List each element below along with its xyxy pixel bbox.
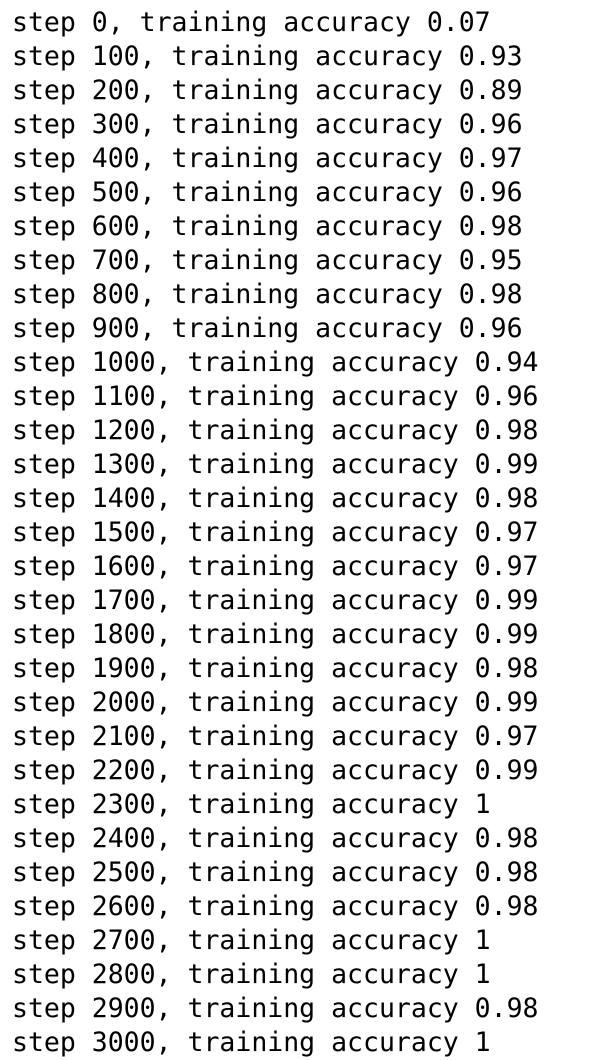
- log-line: step 0, training accuracy 0.07: [12, 7, 491, 38]
- log-line: step 600, training accuracy 0.98: [12, 211, 523, 242]
- log-line: step 1500, training accuracy 0.97: [12, 517, 539, 548]
- log-line: step 1700, training accuracy 0.99: [12, 585, 539, 616]
- log-line: step 2900, training accuracy 0.98: [12, 993, 539, 1024]
- log-line: step 2100, training accuracy 0.97: [12, 721, 539, 752]
- log-line: step 1400, training accuracy 0.98: [12, 483, 539, 514]
- log-line: step 2400, training accuracy 0.98: [12, 823, 539, 854]
- log-line: step 1200, training accuracy 0.98: [12, 415, 539, 446]
- log-line: step 500, training accuracy 0.96: [12, 177, 523, 208]
- log-line: step 1300, training accuracy 0.99: [12, 449, 539, 480]
- log-line: step 1600, training accuracy 0.97: [12, 551, 539, 582]
- log-line: step 2200, training accuracy 0.99: [12, 755, 539, 786]
- log-line: step 1900, training accuracy 0.98: [12, 653, 539, 684]
- log-line: step 2300, training accuracy 1: [12, 789, 491, 820]
- log-line: step 400, training accuracy 0.97: [12, 143, 523, 174]
- log-line: step 1100, training accuracy 0.96: [12, 381, 539, 412]
- log-line: step 800, training accuracy 0.98: [12, 279, 523, 310]
- log-line: step 1000, training accuracy 0.94: [12, 347, 539, 378]
- log-line: step 1800, training accuracy 0.99: [12, 619, 539, 650]
- log-line: step 2000, training accuracy 0.99: [12, 687, 539, 718]
- log-line: step 100, training accuracy 0.93: [12, 41, 523, 72]
- log-line: step 2600, training accuracy 0.98: [12, 891, 539, 922]
- log-line: step 2700, training accuracy 1: [12, 925, 491, 956]
- log-line: step 200, training accuracy 0.89: [12, 75, 523, 106]
- log-line: step 2500, training accuracy 0.98: [12, 857, 539, 888]
- log-line: step 300, training accuracy 0.96: [12, 109, 523, 140]
- log-line: step 900, training accuracy 0.96: [12, 313, 523, 344]
- log-line: step 700, training accuracy 0.95: [12, 245, 523, 276]
- log-line: step 2800, training accuracy 1: [12, 959, 491, 990]
- log-line: step 3000, training accuracy 1: [12, 1027, 491, 1058]
